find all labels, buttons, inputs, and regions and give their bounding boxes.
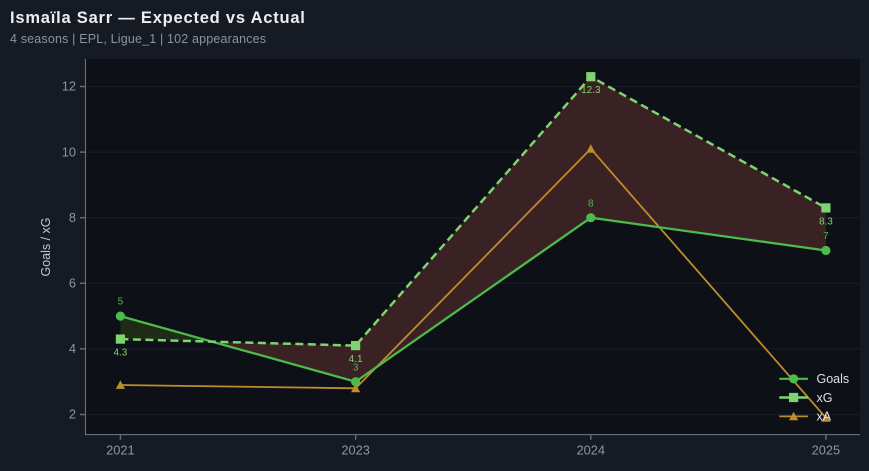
svg-text:12.3: 12.3	[581, 85, 601, 96]
svg-text:3: 3	[353, 362, 359, 373]
svg-text:12: 12	[62, 79, 76, 94]
svg-text:8.3: 8.3	[819, 216, 833, 227]
svg-text:2025: 2025	[812, 443, 840, 458]
svg-text:8: 8	[69, 210, 76, 225]
svg-text:Goals / xG: Goals / xG	[39, 217, 53, 276]
svg-text:5: 5	[118, 297, 124, 308]
svg-text:xA: xA	[817, 410, 832, 424]
svg-text:2: 2	[69, 407, 76, 422]
svg-text:8: 8	[588, 198, 594, 209]
svg-text:Goals: Goals	[817, 372, 850, 386]
svg-text:2021: 2021	[106, 443, 134, 458]
svg-text:7: 7	[823, 231, 829, 242]
svg-text:4.1: 4.1	[349, 354, 363, 365]
svg-text:4 seasons | EPL, Ligue_1 | 102: 4 seasons | EPL, Ligue_1 | 102 appearanc…	[10, 32, 266, 46]
svg-text:4.3: 4.3	[113, 348, 127, 359]
svg-text:10: 10	[62, 144, 76, 159]
svg-text:2023: 2023	[341, 443, 369, 458]
svg-text:6: 6	[69, 276, 76, 291]
svg-text:xG: xG	[817, 391, 833, 405]
svg-text:Ismaïla Sarr — Expected vs Act: Ismaïla Sarr — Expected vs Actual	[10, 9, 306, 27]
svg-text:4: 4	[69, 341, 76, 356]
svg-text:2024: 2024	[577, 443, 605, 458]
